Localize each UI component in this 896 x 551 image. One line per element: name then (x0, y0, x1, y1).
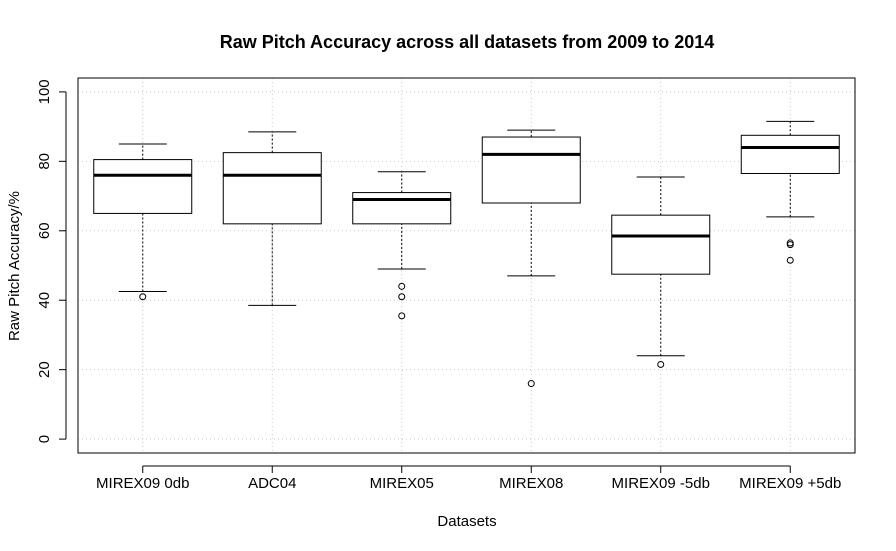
box-5 (611, 176, 711, 368)
outlier-point (657, 360, 665, 368)
y-tick-label: 80 (36, 153, 53, 170)
boxes-group (93, 120, 840, 388)
iqr-box (352, 192, 452, 225)
box-2 (222, 131, 322, 306)
outlier-point (398, 312, 406, 320)
x-tick-label: ADC04 (248, 475, 296, 492)
iqr-box (611, 214, 711, 275)
iqr-box (222, 152, 322, 225)
plot-frame (77, 77, 856, 454)
box-6 (740, 120, 840, 264)
x-axis: MIREX09 0db ADC04 MIREX05 MIREX08 MIREX09 -5… (96, 465, 841, 492)
box-3 (352, 171, 452, 320)
y-axis: 0 20 40 60 80 100 (36, 79, 67, 443)
y-tick-label: 20 (36, 361, 53, 378)
iqr-box (93, 159, 193, 214)
box-1 (93, 143, 193, 301)
y-tick-label: 40 (36, 292, 53, 309)
y-axis-label: Raw Pitch Accuracy/% (6, 191, 23, 341)
y-tick-label: 60 (36, 222, 53, 239)
outlier-point (786, 241, 794, 249)
x-tick-label: MIREX05 (370, 475, 434, 492)
x-tick-label: MIREX09 0db (96, 475, 189, 492)
y-tick-label: 0 (36, 435, 53, 443)
y-tick-label: 100 (36, 79, 53, 104)
chart-title: Raw Pitch Accuracy across all datasets f… (220, 32, 715, 52)
outlier-point (398, 293, 406, 301)
outlier-point (786, 256, 794, 264)
outlier-point (139, 293, 147, 301)
grid-lines (78, 78, 855, 453)
x-tick-label: MIREX09 -5db (612, 475, 710, 492)
box-4 (481, 129, 581, 388)
outlier-point (398, 282, 406, 290)
iqr-box (740, 134, 840, 174)
outlier-point (527, 380, 535, 388)
x-axis-label: Datasets (437, 513, 496, 530)
iqr-box (481, 136, 581, 204)
x-tick-label: MIREX09 +5db (739, 475, 841, 492)
x-tick-label: MIREX08 (499, 475, 563, 492)
